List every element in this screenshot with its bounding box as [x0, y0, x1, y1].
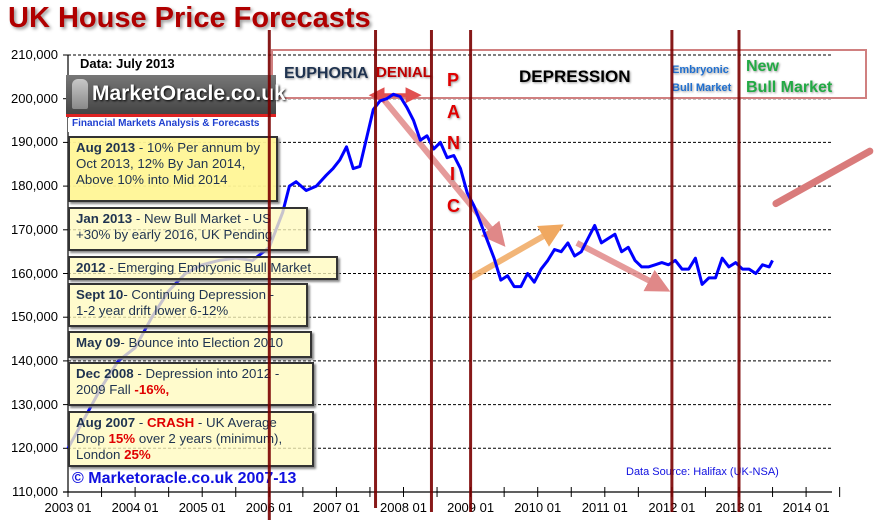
y-tick-label: 190,000	[11, 134, 58, 150]
note-text: - New Bull Market - US	[132, 211, 272, 226]
note-date: Aug 2007	[76, 415, 136, 430]
note-highlight: CRASH	[146, 415, 195, 430]
note-2012: 2012 - Emerging Embryonic Bull Market	[68, 256, 338, 280]
series-group	[66, 92, 874, 450]
x-tick-label: 2007 01	[312, 500, 360, 515]
note-may-09: May 09- Bounce into Election 2010	[68, 331, 312, 358]
x-tick-label: 2010 01	[514, 500, 562, 515]
y-tick-label: 200,000	[11, 90, 58, 106]
x-tick-label: 2003 01	[44, 500, 92, 515]
phase-label-embryonic-bull: Embryonic Bull Market	[672, 64, 732, 94]
marketoracle-logo: MarketOracle.co.uk	[66, 75, 286, 117]
note-text: London	[76, 447, 125, 462]
x-tick-label: 2008 01	[380, 500, 427, 515]
trend-arrow	[378, 94, 506, 247]
y-tick-label: 170,000	[11, 221, 58, 237]
x-tick-label: 2014 01	[782, 500, 830, 515]
note-text: 2009 Fall	[76, 382, 135, 397]
y-tick-label: 120,000	[11, 440, 58, 456]
note-text: 1-2 year drift lower 6-12%	[76, 303, 229, 318]
logo-tagline: Financial Markets Analysis & Forecasts	[68, 118, 274, 132]
phase-label-new-bull-line1: New	[746, 58, 779, 75]
note-date: Aug 2013	[76, 140, 136, 155]
phase-label-panic-i: I	[450, 164, 456, 184]
note-text: Oct 2013, 12% By Jan 2014,	[76, 156, 246, 171]
note-dec-2008: Dec 2008 - Depression into 2012 - 2009 F…	[68, 362, 314, 406]
note-text: over 2 years (minimum),	[135, 431, 283, 446]
phase-label-panic-a: A	[447, 102, 460, 122]
note-jan-2013: Jan 2013 - New Bull Market - US +30% by …	[68, 207, 308, 251]
y-tick-label: 150,000	[11, 309, 58, 325]
trend-arrow	[575, 240, 671, 292]
note-date: Jan 2013	[76, 211, 133, 226]
note-date: 2012	[76, 260, 106, 275]
series-line-forecast	[772, 147, 874, 208]
x-tick-label: 2005 01	[178, 500, 226, 515]
x-tick-label: 2006 01	[245, 500, 293, 515]
phase-label-denial: DENIAL	[376, 64, 432, 81]
note-highlight: 15%	[108, 431, 136, 446]
note-text: - Depression into 2012 -	[133, 366, 280, 381]
phase-label-panic-n: N	[447, 133, 460, 153]
note-text: - Bounce into Election 2010	[120, 335, 283, 350]
phase-label-panic-p: P	[447, 70, 460, 90]
note-text: +30% by early 2016, UK Pending	[76, 227, 273, 242]
x-tick-label: 2013 01	[715, 500, 763, 515]
trend-arrow	[469, 224, 564, 281]
note-text: - UK Average	[194, 415, 277, 430]
x-tick-label: 2011 01	[581, 500, 628, 515]
note-text: Drop	[76, 431, 109, 446]
y-tick-label: 130,000	[11, 396, 58, 412]
y-tick-label: 180,000	[11, 178, 58, 194]
statue-icon	[72, 79, 88, 109]
phase-label-panic-c: C	[447, 196, 460, 216]
copyright-label: © Marketoracle.co.uk 2007-13	[72, 470, 297, 487]
trend-arrows	[368, 87, 671, 292]
phase-label-euphoria: EUPHORIA	[284, 65, 369, 82]
note-text: - Continuing Depression -	[123, 287, 275, 302]
data-source-label: Data Source: Halifax (UK-NSA)	[626, 466, 779, 478]
note-date: May 09	[76, 335, 121, 350]
phase-label-depression: DEPRESSION	[519, 67, 631, 86]
data-date-label: Data: July 2013	[80, 56, 175, 71]
y-tick-label: 160,000	[11, 265, 58, 281]
y-tick-label: 140,000	[11, 352, 58, 368]
x-tick-label: 2004 01	[111, 500, 159, 515]
note-highlight: 25%	[124, 447, 151, 462]
phase-band-frame	[271, 49, 867, 99]
y-tick-label: 110,000	[11, 484, 58, 499]
note-sept-10: Sept 10- Continuing Depression - 1-2 yea…	[68, 283, 308, 327]
note-text: - 10% Per annum by	[135, 140, 261, 155]
phase-label-new-bull: New Bull Market	[746, 56, 832, 98]
note-text: - Emerging Embryonic Bull Market	[105, 260, 312, 275]
x-tick-label: 2012 01	[648, 500, 696, 515]
y-tick-label: 210,000	[11, 47, 58, 62]
note-text: -	[135, 415, 147, 430]
note-date: Sept 10	[76, 287, 124, 302]
note-aug-2013: Aug 2013 - 10% Per annum by Oct 2013, 12…	[68, 136, 278, 202]
note-date: Dec 2008	[76, 366, 134, 381]
x-tick-label: 2009 01	[447, 500, 495, 515]
note-text: Above 10% into Mid 2014	[76, 172, 228, 187]
logo-text: MarketOracle.co.uk	[92, 82, 286, 105]
note-highlight: -16%,	[134, 382, 170, 397]
phase-label-new-bull-line2: Bull Market	[746, 79, 833, 96]
note-aug-2007: Aug 2007 - CRASH - UK Average Drop 15% o…	[68, 411, 314, 467]
chart-title: UK House Price Forecasts	[8, 2, 371, 34]
